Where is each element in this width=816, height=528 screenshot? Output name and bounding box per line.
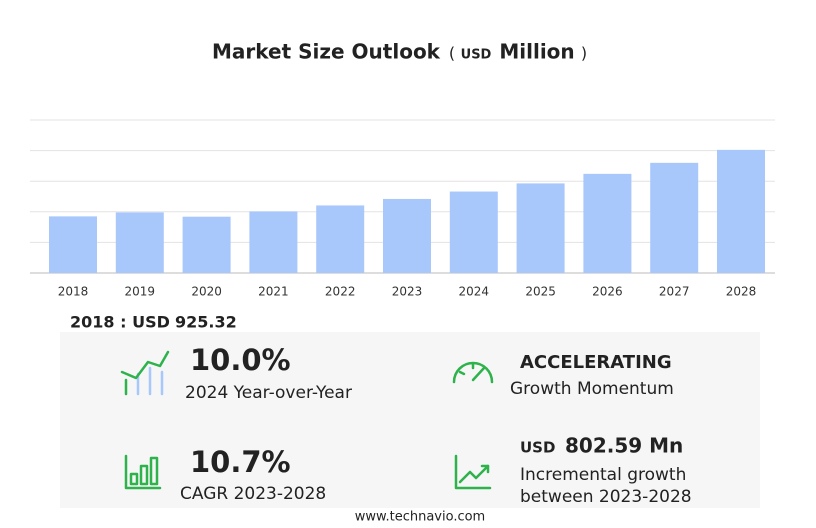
kpi-panel xyxy=(60,332,760,508)
kpi-label: Growth Momentum xyxy=(510,379,674,399)
highlight-value: 925.32 xyxy=(175,313,237,332)
kpi-value: 802.59 Mn xyxy=(565,434,683,458)
x-tick-label: 2028 xyxy=(726,285,757,299)
x-tick-label: 2027 xyxy=(659,285,690,299)
icon-yoy xyxy=(120,350,170,396)
x-tick-label: 2025 xyxy=(525,285,556,299)
x-tick-label: 2020 xyxy=(191,285,222,299)
x-tick-label: 2021 xyxy=(258,285,289,299)
x-tick-label: 2019 xyxy=(125,285,156,299)
kpi-unit: USD xyxy=(520,439,555,457)
bar xyxy=(383,198,431,273)
bar xyxy=(717,149,765,273)
bar xyxy=(115,212,164,273)
footer: www.technavio.com xyxy=(355,510,485,525)
chart-title: Market Size Outlook xyxy=(212,40,441,64)
title-paren: ) xyxy=(581,44,587,63)
title-scale: Million xyxy=(499,40,574,64)
bar xyxy=(516,183,565,273)
kpi-label: Incremental growth xyxy=(520,465,686,485)
kpi-value: ACCELERATING xyxy=(520,352,672,373)
title-unit: USD xyxy=(461,48,492,63)
x-tick-label: 2023 xyxy=(392,285,423,299)
x-tick-label: 2018 xyxy=(58,285,89,299)
kpi-label: 2024 Year-over-Year xyxy=(185,383,352,403)
bar xyxy=(249,211,298,273)
x-tick-label: 2024 xyxy=(459,285,490,299)
highlight-prefix: 2018 : USD xyxy=(70,313,170,332)
x-tick-label: 2022 xyxy=(325,285,356,299)
bar xyxy=(49,216,97,273)
bar xyxy=(182,216,231,273)
icon-cagr xyxy=(124,454,162,490)
kpi-label: between 2023-2028 xyxy=(520,487,692,507)
kpi-value: 10.0% xyxy=(190,343,291,377)
bar xyxy=(449,191,498,273)
icon-increment xyxy=(454,454,492,490)
icon-momentum xyxy=(452,361,494,384)
x-tick-label: 2026 xyxy=(592,285,623,299)
kpi-label: CAGR 2023-2028 xyxy=(180,484,326,504)
bar xyxy=(650,162,699,273)
kpi-value: 10.7% xyxy=(190,445,291,479)
bar xyxy=(583,173,632,273)
title-paren: ( xyxy=(449,44,455,63)
bar xyxy=(316,205,365,273)
